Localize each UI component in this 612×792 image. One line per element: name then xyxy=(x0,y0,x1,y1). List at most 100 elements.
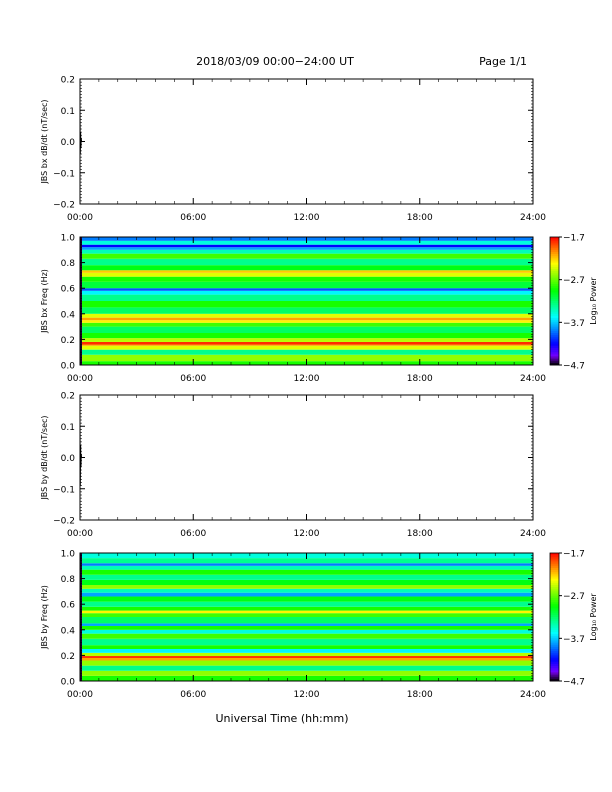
y-tick-label: 0.6 xyxy=(61,285,76,295)
colorbar-segment xyxy=(550,298,559,302)
colorbar-segment xyxy=(550,318,559,321)
colorbar-segment xyxy=(550,666,559,669)
heatmap-band xyxy=(80,270,533,273)
colorbar-segment xyxy=(550,313,559,317)
heatmap-band xyxy=(80,344,533,346)
colorbar-segment xyxy=(550,362,559,366)
x-tick-label: 12:00 xyxy=(294,374,320,384)
heatmap-band xyxy=(80,623,533,626)
colorbar-segment xyxy=(550,602,559,605)
colorbar-segment xyxy=(550,582,559,586)
colorbar-segment xyxy=(550,271,559,274)
heatmap-band xyxy=(80,290,533,295)
colorbar-segment xyxy=(550,337,559,340)
colorbar-segment xyxy=(550,555,559,558)
y-tick-label: −0.2 xyxy=(53,201,75,211)
panel-1: 0.2 0.1 0.0 −0.1 −0.2 00:00 06:00 12:00 18:00 24:… xyxy=(40,76,546,224)
x-tick-label: 24:00 xyxy=(520,690,546,700)
heatmap-band xyxy=(80,649,533,653)
colorbar-segment xyxy=(550,576,559,579)
heatmap-band xyxy=(80,281,533,289)
colorbar-segment xyxy=(550,273,559,276)
heatmap-band xyxy=(80,301,533,308)
x-tick-label: 24:00 xyxy=(520,213,546,223)
y-axis-label: JBS bx dB/dt (nT/sec) xyxy=(40,99,49,184)
y-tick-label: −0.2 xyxy=(53,517,75,527)
colorbar-segment xyxy=(550,655,559,658)
colorbar-segment xyxy=(550,354,559,357)
heatmap-band xyxy=(80,333,533,339)
colorbar-segment xyxy=(550,599,559,603)
colorbar-segment xyxy=(550,254,559,257)
colorbar-tick-label: −1.7 xyxy=(563,550,585,560)
x-tick-label: 12:00 xyxy=(294,213,320,223)
colorbar-segment xyxy=(550,281,559,285)
x-tick-label: 24:00 xyxy=(520,529,546,539)
colorbar-segment xyxy=(550,670,559,673)
colorbar-segment xyxy=(550,631,559,635)
colorbar-segment xyxy=(550,589,559,592)
heatmap-band xyxy=(80,629,533,634)
colorbar-segment xyxy=(550,651,559,654)
x-tick-label: 06:00 xyxy=(180,374,206,384)
y-tick-label: 0.2 xyxy=(61,392,75,402)
colorbar-segment xyxy=(550,275,559,278)
colorbar-segment xyxy=(550,678,559,682)
colorbar-segment xyxy=(550,256,559,259)
colorbar-tick-label: −3.7 xyxy=(563,635,585,645)
colorbar-segment xyxy=(550,247,559,251)
colorbar-segment xyxy=(550,290,559,293)
x-tick-label: 18:00 xyxy=(407,374,433,384)
colorbar-segment xyxy=(550,283,559,287)
colorbar-segment xyxy=(550,595,559,599)
y-tick-label: 0.1 xyxy=(61,423,75,433)
colorbar-segment xyxy=(550,553,559,556)
x-tick-label: 00:00 xyxy=(67,529,93,539)
colorbar-segment xyxy=(550,604,559,607)
heatmap-band xyxy=(80,656,533,658)
y-tick-label: 0.0 xyxy=(61,362,76,372)
colorbar-segment xyxy=(550,606,559,609)
heatmap-band xyxy=(80,341,533,345)
y-tick-label: 0.8 xyxy=(61,259,76,269)
colorbar-segment xyxy=(550,239,559,242)
colorbar-segment xyxy=(550,279,559,283)
colorbar-segment xyxy=(550,339,559,342)
colorbar-segment xyxy=(550,345,559,349)
colorbar-segment xyxy=(550,649,559,652)
heatmap-band xyxy=(80,322,533,327)
heatmap-band xyxy=(80,349,533,355)
heatmap-band xyxy=(80,265,533,271)
colorbar-segment xyxy=(550,636,559,639)
colorbar-segment xyxy=(550,237,559,240)
heatmap-band xyxy=(80,585,533,589)
y-tick-label: −0.1 xyxy=(53,485,75,495)
y-tick-label: 0.4 xyxy=(61,310,76,320)
heatmap-band xyxy=(80,276,533,282)
colorbar-segment xyxy=(550,653,559,656)
panel-3: 0.2 0.1 0.0 −0.1 −0.2 00:00 06:00 12:00 18:00 24:… xyxy=(40,392,546,540)
colorbar-segment xyxy=(550,625,559,629)
colorbar-segment xyxy=(550,320,559,323)
x-tick-label: 00:00 xyxy=(67,690,93,700)
colorbar-segment xyxy=(550,341,559,345)
colorbar-segment xyxy=(550,634,559,637)
colorbar-segment xyxy=(550,292,559,295)
colorbar-segment xyxy=(550,572,559,575)
heatmap-band xyxy=(80,338,533,342)
x-tick-label: 06:00 xyxy=(180,690,206,700)
heatmap-band xyxy=(80,657,533,661)
heatmap-band xyxy=(80,625,533,630)
heatmap-band xyxy=(80,244,533,248)
colorbar-segment xyxy=(550,315,559,319)
colorbar-segment xyxy=(550,360,559,364)
y-tick-label: 0.2 xyxy=(61,652,75,662)
heatmap-band xyxy=(80,652,533,657)
x-tick-label: 00:00 xyxy=(67,374,93,384)
colorbar-segment xyxy=(550,623,559,626)
x-tick-label: 24:00 xyxy=(520,374,546,384)
colorbar-segment xyxy=(550,241,559,244)
heatmap-band xyxy=(80,569,533,575)
colorbar-segment xyxy=(550,619,559,622)
heatmap-band xyxy=(80,354,533,362)
